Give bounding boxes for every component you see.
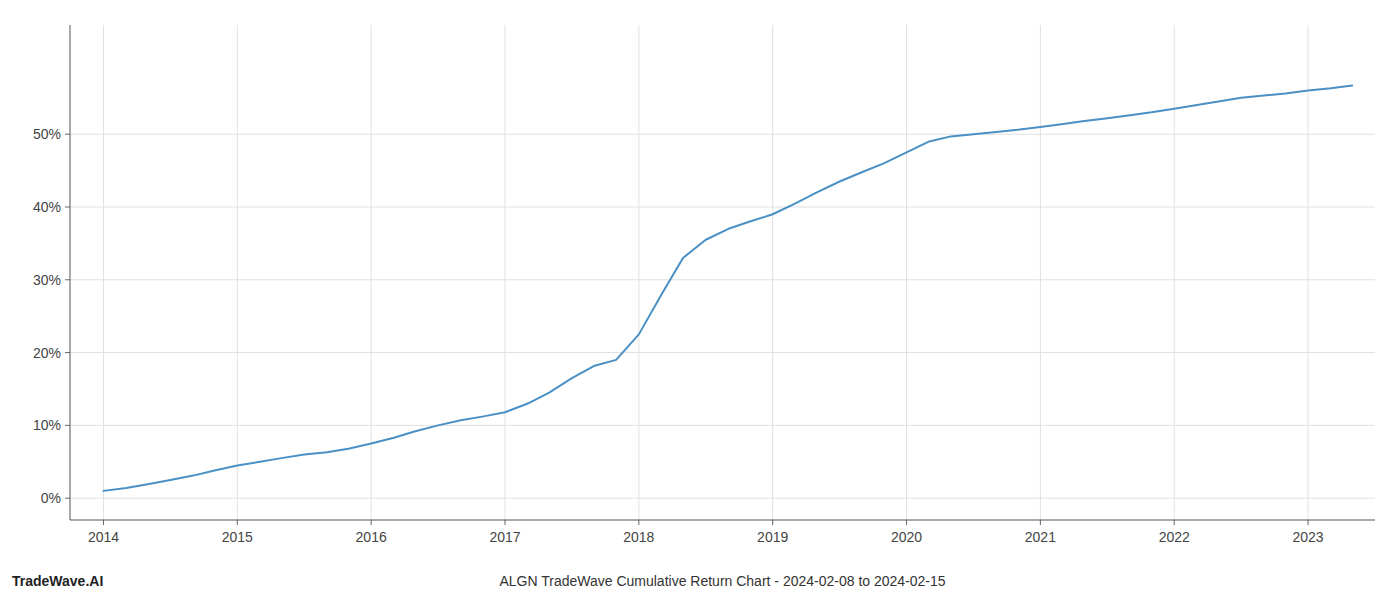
grid-line-x xyxy=(638,25,639,520)
grid-line-x xyxy=(1308,25,1309,520)
grid-line-y xyxy=(70,352,1375,353)
tick-x xyxy=(505,520,506,525)
tick-x xyxy=(772,520,773,525)
tick-y xyxy=(65,279,70,280)
tick-label-y: 0% xyxy=(41,490,61,506)
grid xyxy=(70,25,1375,520)
tick-label-x: 2015 xyxy=(222,529,253,545)
tick-y xyxy=(65,425,70,426)
grid-line-y xyxy=(70,206,1375,207)
tick-y xyxy=(65,352,70,353)
tick-label-x: 2023 xyxy=(1292,529,1323,545)
grid-line-x xyxy=(1040,25,1041,520)
line xyxy=(103,85,1352,490)
tick-label-y: 10% xyxy=(33,417,61,433)
grid-line-x xyxy=(103,25,104,520)
tick-label-x: 2016 xyxy=(356,529,387,545)
tick-x xyxy=(237,520,238,525)
tick-label-x: 2021 xyxy=(1025,529,1056,545)
grid-line-y xyxy=(70,134,1375,135)
tick-label-x: 2014 xyxy=(88,529,119,545)
watermark: TradeWave.AI xyxy=(12,573,103,589)
chart: 2014 2015 2016 2017 2018 2019 2020 2021 2022 2023… xyxy=(0,0,1400,600)
grid-line-y xyxy=(70,279,1375,280)
tick-x xyxy=(371,520,372,525)
tick-label-y: 20% xyxy=(33,345,61,361)
tick-x xyxy=(638,520,639,525)
tick-label-y: 40% xyxy=(33,199,61,215)
tick-x xyxy=(906,520,907,525)
tick-label-x: 2018 xyxy=(623,529,654,545)
tick-label-y: 30% xyxy=(33,272,61,288)
tick-label-x: 2017 xyxy=(489,529,520,545)
tick-label-x: 2019 xyxy=(757,529,788,545)
grid-line-x xyxy=(772,25,773,520)
grid-line-x xyxy=(371,25,372,520)
tick-x xyxy=(1040,520,1041,525)
grid-line-x xyxy=(237,25,238,520)
tick-label-x: 2020 xyxy=(891,529,922,545)
tick-x xyxy=(1174,520,1175,525)
grid-line-x xyxy=(1174,25,1175,520)
plot-area xyxy=(103,85,1352,490)
tick-y xyxy=(65,206,70,207)
tick-label-y: 50% xyxy=(33,126,61,142)
axes: 2014 2015 2016 2017 2018 2019 2020 2021 2022 2023… xyxy=(33,25,1375,545)
tick-x xyxy=(103,520,104,525)
tick-y xyxy=(65,134,70,135)
axis-y xyxy=(70,25,71,520)
grid-line-x xyxy=(505,25,506,520)
tick-x xyxy=(1308,520,1309,525)
tick-y xyxy=(65,498,70,499)
axis-x xyxy=(70,520,1375,521)
title: ALGN TradeWave Cumulative Return Chart -… xyxy=(499,573,945,589)
tick-label-x: 2022 xyxy=(1159,529,1190,545)
grid-line-y xyxy=(70,425,1375,426)
grid-line-y xyxy=(70,498,1375,499)
grid-line-x xyxy=(906,25,907,520)
